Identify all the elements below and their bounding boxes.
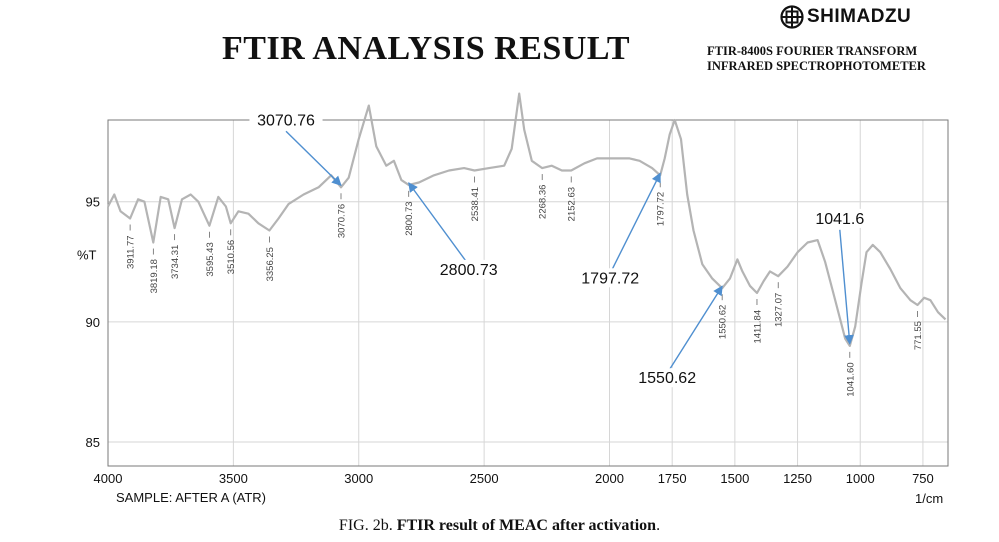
- annotation-bg: [573, 268, 647, 288]
- brand: SHIMADZU: [780, 4, 911, 30]
- plot-frame: [107, 119, 949, 467]
- x-axis-unit: 1/cm: [915, 491, 944, 506]
- annotation-label: 1797.72: [581, 270, 639, 287]
- x-tick-label: 1250: [783, 471, 812, 486]
- y-axis-label: %T: [77, 247, 97, 262]
- x-tick-label: 2000: [595, 471, 624, 486]
- peak-label: 3819.18: [149, 259, 160, 293]
- annotation-bg: [432, 259, 506, 279]
- caption-suffix: .: [656, 517, 661, 534]
- x-tick-label: 1000: [846, 471, 875, 486]
- y-tick-label: 85: [86, 435, 100, 450]
- peak-label: 771.55: [913, 321, 924, 350]
- annotation-label: 1041.6: [815, 211, 864, 228]
- caption-title: FTIR result of MEAC after activation: [396, 517, 657, 534]
- shimadzu-logo-icon: [780, 5, 804, 29]
- annotation-arrow: [666, 285, 723, 374]
- y-tick-label: 95: [86, 195, 100, 210]
- caption-prefix: FIG. 2b.: [338, 517, 393, 534]
- peak-label: 3734.31: [170, 245, 181, 279]
- peak-label: 3510.56: [226, 240, 237, 274]
- spectrum-line: [107, 92, 947, 347]
- annotation-arrow: [285, 130, 342, 186]
- peak-label: 1411.84: [752, 310, 763, 344]
- annotation-arrow: [839, 229, 854, 345]
- annotation-label: 1550.62: [638, 370, 696, 387]
- peak-label: 1550.62: [718, 305, 729, 339]
- annotation-bg: [249, 110, 323, 130]
- peak-label: 1327.07: [774, 293, 785, 327]
- peak-label: 3595.43: [205, 242, 216, 276]
- x-tick-label: 750: [912, 471, 934, 486]
- peak-label: 2152.63: [567, 187, 578, 221]
- annotation-bg: [807, 208, 872, 228]
- peak-label: 1797.72: [656, 192, 667, 226]
- peak-label: 2268.36: [538, 185, 549, 219]
- annotation-arrow: [408, 182, 470, 266]
- peak-label: 3070.76: [337, 204, 348, 238]
- x-tick-label: 3500: [219, 471, 248, 486]
- peak-label: 3356.25: [265, 247, 276, 281]
- peak-label: 3911.77: [126, 235, 137, 269]
- x-tick-label: 2500: [470, 471, 499, 486]
- peak-label: 2538.41: [470, 187, 481, 221]
- x-tick-label: 1500: [720, 471, 749, 486]
- x-tick-label: 3000: [344, 471, 373, 486]
- instrument-info: FTIR-8400S FOURIER TRANSFORM INFRARED SP…: [707, 44, 926, 74]
- brand-name: SHIMADZU: [807, 6, 912, 27]
- figure-caption: FIG. 2b. FTIR result of MEAC after activ…: [0, 517, 999, 535]
- x-tick-label: 1750: [658, 471, 687, 486]
- annotation-label: 3070.76: [257, 112, 315, 129]
- annotation-bg: [630, 368, 704, 388]
- annotation-label: 2800.73: [440, 262, 498, 279]
- instrument-line-1: FTIR-8400S FOURIER TRANSFORM: [707, 44, 918, 58]
- x-tick-label: 4000: [94, 471, 123, 486]
- peak-label: 1041.60: [845, 362, 856, 396]
- annotation-arrow: [609, 172, 661, 274]
- instrument-line-2: INFRARED SPECTROPHOTOMETER: [707, 59, 926, 73]
- sample-label: SAMPLE: AFTER A (ATR): [116, 490, 267, 505]
- y-tick-label: 90: [86, 315, 100, 330]
- page-title: FTIR ANALYSIS RESULT: [222, 30, 631, 67]
- peak-label: 2800.73: [404, 201, 415, 235]
